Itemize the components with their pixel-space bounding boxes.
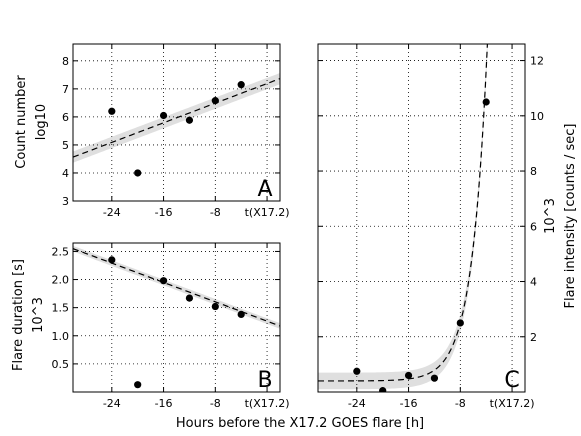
x-tick-label: -24 bbox=[103, 206, 121, 219]
y-tick-label: 0.5 bbox=[52, 358, 70, 371]
data-point bbox=[211, 302, 219, 311]
x-tick-label: -8 bbox=[210, 397, 221, 410]
data-point bbox=[430, 374, 439, 382]
y-tick-label: 3 bbox=[62, 195, 69, 208]
x-tick-label: t(X17.2) bbox=[245, 206, 290, 219]
y-tick-label: 10 bbox=[530, 110, 544, 123]
data-point bbox=[159, 277, 168, 285]
data-point bbox=[404, 371, 413, 380]
data-point bbox=[185, 116, 194, 124]
y-axis-label: Flare duration [s] bbox=[11, 259, 26, 371]
data-point bbox=[134, 169, 142, 177]
data-point bbox=[185, 294, 194, 302]
panel-letter: B bbox=[257, 368, 272, 393]
x-tick-label: -16 bbox=[155, 206, 173, 219]
fit-line bbox=[73, 78, 280, 158]
data-point bbox=[108, 107, 116, 115]
panel-letter: C bbox=[504, 368, 519, 393]
y-tick-label: 7 bbox=[62, 83, 69, 96]
confidence-band bbox=[318, 44, 488, 390]
fit-line bbox=[318, 44, 488, 382]
data-point bbox=[211, 97, 219, 105]
y-tick-label: 4 bbox=[62, 167, 69, 180]
y-axis-label: Count number bbox=[14, 75, 29, 169]
data-point bbox=[108, 256, 116, 264]
y-tick-label: 2 bbox=[530, 331, 537, 344]
y-axis-label: 10^3 bbox=[31, 297, 46, 333]
y-axis-label: log10 bbox=[34, 104, 49, 140]
data-point bbox=[456, 319, 464, 327]
x-tick-label: t(X17.2) bbox=[245, 397, 290, 410]
x-tick-label: -8 bbox=[210, 206, 221, 219]
y-tick-label: 1.5 bbox=[52, 302, 70, 315]
x-tick-label: -24 bbox=[103, 397, 121, 410]
y-tick-label: 4 bbox=[530, 276, 537, 289]
panel-b: -24 -16 -8 t(X17.2) 0.5 1.0 1.5 2.0 2.5 Flare dur… bbox=[11, 242, 290, 410]
x-tick-label: -8 bbox=[455, 397, 466, 410]
y-tick-label: 8 bbox=[62, 55, 69, 68]
data-point bbox=[482, 98, 490, 106]
data-point bbox=[237, 81, 245, 89]
x-tick-label: -24 bbox=[348, 397, 366, 410]
y-tick-label: 6 bbox=[530, 220, 537, 233]
data-point bbox=[159, 111, 168, 120]
y-tick-label: 12 bbox=[530, 55, 544, 68]
plot-frame bbox=[317, 43, 526, 393]
y-tick-label: 2.0 bbox=[52, 274, 70, 287]
y-axis-label: Flare intensity [counts / sec] bbox=[563, 124, 578, 309]
x-tick-label: t(X17.2) bbox=[490, 397, 535, 410]
data-point bbox=[134, 381, 142, 389]
data-point bbox=[379, 387, 387, 392]
data-point bbox=[237, 310, 245, 319]
y-axis-label: 10^3 bbox=[543, 198, 558, 234]
plot-frame bbox=[72, 242, 281, 393]
x-tick-label: -16 bbox=[400, 397, 418, 410]
x-tick-label: -16 bbox=[155, 397, 173, 410]
data-point bbox=[353, 367, 361, 375]
y-tick-label: 6 bbox=[62, 111, 69, 124]
figure-x-axis-label: Hours before the X17.2 GOES flare [h] bbox=[176, 416, 424, 431]
panel-c: -24 -16 -8 t(X17.2) 2 4 6 8 10 12 10^3 Flare intens… bbox=[317, 43, 578, 410]
y-tick-label: 2.5 bbox=[52, 245, 70, 258]
y-tick-label: 8 bbox=[530, 165, 537, 178]
fit-line bbox=[73, 248, 280, 327]
y-tick-label: 5 bbox=[62, 139, 69, 152]
panel-a: -24 -16 -8 t(X17.2) 3 4 5 6 7 8 Count number log10 A bbox=[14, 43, 290, 219]
y-tick-label: 1.0 bbox=[52, 330, 70, 343]
plot-frame bbox=[72, 43, 281, 202]
panel-letter: A bbox=[257, 177, 272, 202]
